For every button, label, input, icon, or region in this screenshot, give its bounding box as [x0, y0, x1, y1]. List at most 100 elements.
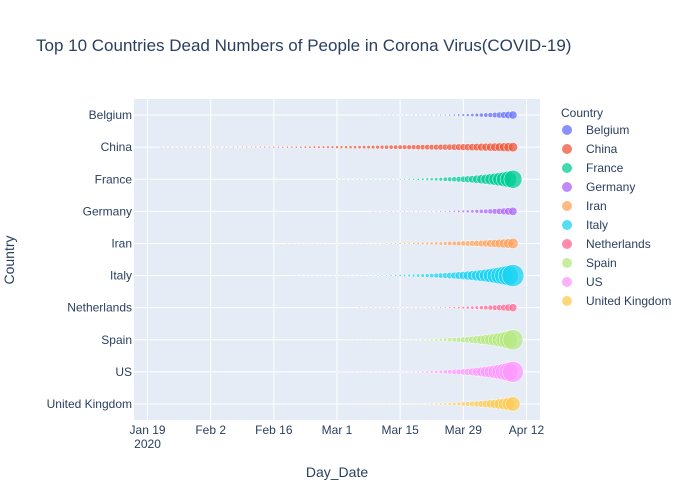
data-point [313, 242, 316, 245]
data-point [340, 178, 343, 181]
data-point [421, 114, 424, 116]
data-point [412, 114, 415, 116]
legend-item[interactable]: Spain [562, 256, 617, 270]
data-point [448, 402, 452, 406]
series-iran [286, 237, 519, 249]
data-point [426, 210, 429, 213]
data-point [426, 306, 429, 309]
data-point [268, 146, 271, 149]
data-point [447, 176, 453, 182]
data-point [309, 242, 311, 245]
data-point [318, 274, 320, 277]
data-point [330, 145, 335, 149]
data-point [412, 403, 415, 405]
data-point [429, 177, 434, 182]
data-point [447, 369, 453, 375]
data-point [390, 403, 392, 405]
data-point [479, 112, 484, 118]
legend-item[interactable]: France [562, 161, 624, 175]
data-point [502, 361, 524, 383]
y-tick-label: France [95, 172, 133, 186]
data-point [508, 206, 518, 216]
data-point [443, 402, 447, 406]
data-point [398, 242, 402, 245]
data-point [421, 338, 424, 341]
legend-item[interactable]: United Kingdom [562, 294, 671, 308]
data-point [385, 306, 388, 309]
data-point [425, 241, 429, 246]
y-tick-label: Germany [83, 204, 132, 218]
data-point [460, 401, 466, 407]
data-point [448, 210, 452, 213]
data-point [232, 146, 235, 149]
data-point [381, 178, 383, 181]
data-point [421, 306, 424, 309]
data-point [430, 402, 433, 406]
data-point [417, 403, 420, 405]
legend-label: US [586, 275, 603, 289]
data-point [434, 338, 438, 342]
data-point [425, 370, 429, 374]
data-point [420, 273, 425, 278]
data-point [381, 242, 384, 245]
data-point [344, 145, 348, 149]
data-point [412, 338, 415, 341]
data-point [508, 303, 518, 312]
data-point [263, 146, 266, 149]
data-point [444, 210, 447, 213]
data-point [483, 305, 489, 311]
data-point [444, 306, 447, 309]
data-point [169, 146, 171, 148]
data-point [398, 274, 402, 277]
data-point [367, 403, 370, 405]
data-point [376, 178, 379, 181]
legend-item[interactable]: Germany [562, 180, 635, 194]
legend-item[interactable]: China [562, 142, 618, 156]
data-point [340, 371, 343, 373]
data-point [479, 209, 484, 214]
data-point [452, 210, 456, 213]
legend-label: Iran [586, 199, 607, 213]
legend-item[interactable]: Netherlands [562, 237, 651, 251]
legend-item[interactable]: Iran [562, 199, 607, 213]
data-point [376, 338, 379, 341]
data-point [295, 242, 298, 245]
legend-item[interactable]: Italy [562, 218, 608, 232]
data-point [416, 370, 420, 374]
x-axis-title: Day_Date [306, 464, 368, 480]
data-point [345, 371, 347, 373]
data-point [406, 144, 412, 150]
series-france [336, 170, 523, 189]
data-point [457, 113, 461, 117]
data-point [402, 144, 408, 150]
legend-label: France [586, 161, 624, 175]
data-point [304, 242, 307, 245]
data-point [348, 145, 353, 149]
data-point [327, 242, 329, 245]
data-point [408, 178, 411, 181]
data-point [434, 369, 439, 374]
data-point [376, 403, 379, 405]
data-point [399, 403, 402, 405]
data-point [442, 176, 448, 182]
data-point [372, 403, 374, 405]
data-point [399, 306, 402, 309]
data-point [452, 113, 456, 117]
legend-item[interactable]: Belgium [562, 123, 629, 137]
data-point [439, 210, 442, 213]
y-tick-label: Iran [111, 236, 132, 250]
data-point [394, 306, 397, 309]
legend[interactable]: Country Belgium China France Germany Iran Ita… [561, 106, 671, 308]
data-point [434, 402, 438, 406]
data-point [424, 273, 430, 278]
data-point [448, 306, 451, 309]
data-point [438, 177, 443, 182]
data-point [376, 371, 379, 373]
legend-item[interactable]: US [562, 275, 603, 289]
data-point [345, 178, 347, 181]
data-point [390, 178, 392, 181]
data-point [354, 274, 356, 277]
data-point [502, 329, 524, 351]
data-point [363, 338, 365, 341]
